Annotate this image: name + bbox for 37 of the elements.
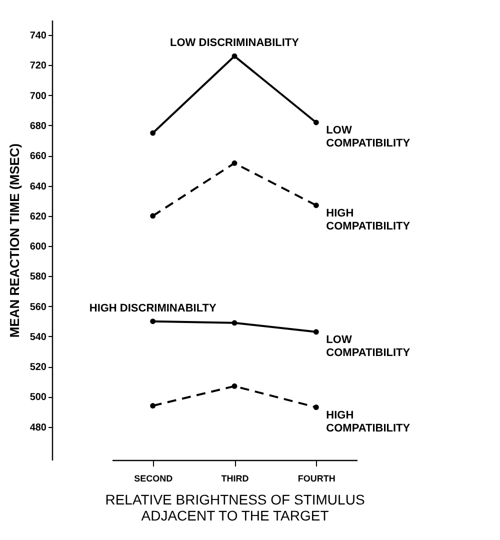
x-tick-label: FOURTH [298, 474, 336, 484]
y-tick-label: 700 [30, 90, 47, 102]
point [232, 383, 238, 389]
y-tick-label: 680 [30, 120, 47, 132]
annotation: LOW DISCRIMINABILITY [170, 37, 300, 50]
y-tick-label: 740 [30, 30, 47, 42]
y-tick-label: 520 [30, 362, 47, 374]
y-tick-label: 620 [30, 211, 47, 222]
point [150, 318, 156, 324]
y-tick-label: 480 [30, 422, 47, 434]
x-tick-label: THIRD [221, 474, 250, 484]
point [150, 213, 156, 219]
series-label: LOW COMPATIBILITY [326, 124, 411, 150]
series-label: HIGH COMPATIBILITY [326, 207, 411, 232]
point [313, 404, 319, 410]
point [232, 320, 238, 326]
series-label: HIGH COMPATIBILITY [326, 409, 411, 434]
point [150, 130, 156, 136]
point [313, 329, 319, 335]
y-axis-title: MEAN REACTION TIME (MSEC) [6, 143, 22, 338]
annotation: HIGH DISCRIMINABILTY [89, 302, 217, 314]
y-tick-label: 500 [30, 392, 47, 404]
point [313, 202, 319, 208]
y-tick-label: 660 [30, 151, 47, 162]
point [150, 403, 156, 408]
point [232, 160, 238, 166]
y-tick-label: 540 [30, 332, 47, 343]
y-tick-label: 600 [30, 242, 47, 253]
x-axis-title: RELATIVE BRIGHTNESS OF STIMULUS ADJACENT TO THE TARGET [105, 492, 365, 524]
y-tick-label: 640 [30, 181, 47, 192]
y-tick-label: 580 [30, 272, 47, 283]
point [232, 53, 238, 59]
y-tick-label: 560 [30, 302, 47, 313]
x-tick-label: SECOND [134, 474, 174, 484]
y-tick-label: 720 [30, 60, 47, 72]
point [313, 120, 319, 126]
series-label: LOW COMPATIBILITY [326, 334, 411, 359]
